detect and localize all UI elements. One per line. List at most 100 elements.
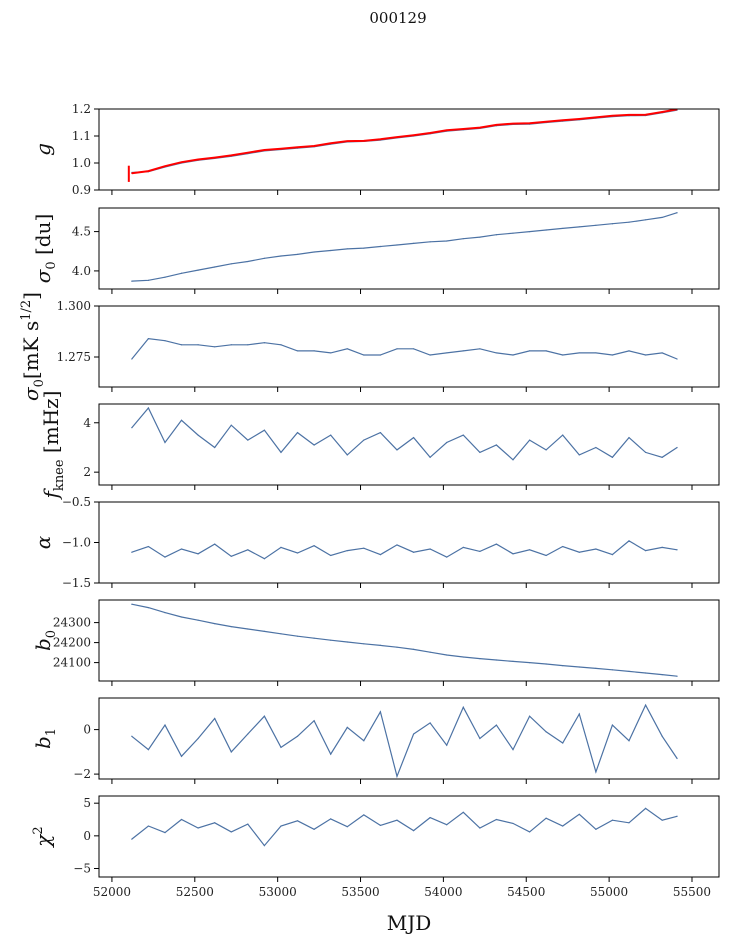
data-point: [644, 807, 647, 810]
data-point: [147, 607, 149, 609]
data-point: [412, 733, 415, 735]
data-point: [313, 637, 315, 639]
y-axis-label-b1: b1: [31, 728, 59, 749]
data-point: [628, 822, 630, 824]
data-point: [197, 158, 199, 161]
data-point: [495, 818, 498, 821]
data-point: [330, 753, 332, 755]
data-point: [676, 358, 678, 360]
x-tick-label: 55000: [590, 885, 628, 899]
y-tick-label: 1.275: [57, 350, 91, 364]
data-point: [313, 251, 315, 253]
data-point: [214, 822, 216, 824]
data-point: [396, 244, 398, 246]
data-point: [562, 665, 564, 667]
data-point: [263, 630, 265, 633]
data-point: [346, 140, 348, 142]
data-point: [180, 548, 183, 550]
data-point: [131, 427, 133, 429]
data-point: [379, 354, 382, 356]
data-point: [346, 641, 348, 643]
data-point: [346, 454, 348, 456]
data-point: [676, 675, 678, 677]
data-point: [578, 226, 580, 228]
data-point: [661, 456, 663, 458]
data-point: [611, 115, 614, 117]
data-point: [661, 819, 663, 821]
data-point: [512, 354, 514, 356]
data-point: [644, 550, 647, 552]
data-point: [263, 715, 265, 717]
data-point: [446, 240, 448, 242]
data-point: [611, 554, 614, 556]
data-point: [147, 545, 149, 548]
data-point: [230, 626, 232, 628]
data-point: [263, 149, 265, 151]
data-point: [280, 344, 282, 346]
data-point: [247, 260, 249, 263]
data-point: [263, 257, 265, 259]
data-point: [164, 724, 166, 726]
data-point: [676, 212, 678, 214]
x-axis-label: MJD: [387, 911, 432, 935]
data-point: [379, 644, 382, 647]
data-point: [214, 623, 216, 625]
data-point: [545, 554, 547, 557]
y-label-sym: b: [31, 638, 55, 651]
y-tick-label: 0: [83, 829, 91, 843]
series-line-b0: [131, 603, 678, 677]
data-point: [578, 352, 580, 354]
data-point: [197, 434, 199, 436]
y-tick-label: 1.300: [57, 299, 91, 313]
data-point: [479, 127, 481, 129]
data-point: [562, 227, 564, 230]
data-point: [180, 818, 183, 821]
data-point: [131, 735, 133, 737]
y-axis-label-sigma0_mk: σ0[mK s1/2]: [19, 292, 47, 401]
data-point: [429, 241, 431, 243]
data-point: [528, 831, 531, 833]
x-tick-label: 54000: [424, 885, 462, 899]
data-point: [462, 128, 464, 130]
data-point: [528, 715, 531, 717]
data-point: [429, 722, 431, 724]
data-point: [495, 543, 498, 545]
data-point: [296, 635, 299, 637]
data-point: [379, 138, 382, 140]
data-point: [446, 556, 448, 558]
data-point: [429, 456, 431, 458]
data-point: [197, 553, 199, 555]
data-point: [330, 352, 332, 354]
data-point: [396, 819, 398, 821]
data-point: [396, 646, 398, 648]
data-point: [247, 152, 249, 154]
data-point: [528, 439, 531, 441]
data-point: [280, 255, 282, 257]
data-point: [528, 549, 531, 551]
data-point: [462, 434, 464, 436]
data-point: [247, 733, 249, 735]
y-label-sym: b: [31, 736, 55, 749]
panel-sigma0_du: 4.0 4.5 σ0 [du]: [31, 207, 720, 294]
data-point: [412, 348, 415, 350]
data-point: [545, 731, 547, 733]
y-tick-label: 24200: [53, 636, 91, 650]
data-point: [131, 838, 133, 840]
data-point: [396, 136, 398, 138]
data-point: [164, 831, 166, 834]
data-point: [363, 643, 365, 645]
data-point: [296, 552, 299, 554]
axes-frame: [98, 305, 720, 388]
data-point: [512, 122, 514, 125]
data-point: [197, 269, 199, 271]
data-point: [296, 253, 299, 255]
data-point: [412, 551, 415, 553]
data-point: [263, 342, 265, 344]
data-point: [611, 724, 614, 726]
panel-alpha: −1.5 −1.0 −0.5 α: [31, 495, 720, 590]
data-point: [247, 439, 249, 441]
data-point: [247, 344, 249, 346]
data-point: [446, 441, 448, 444]
data-point: [462, 546, 464, 548]
data-point: [147, 407, 149, 409]
